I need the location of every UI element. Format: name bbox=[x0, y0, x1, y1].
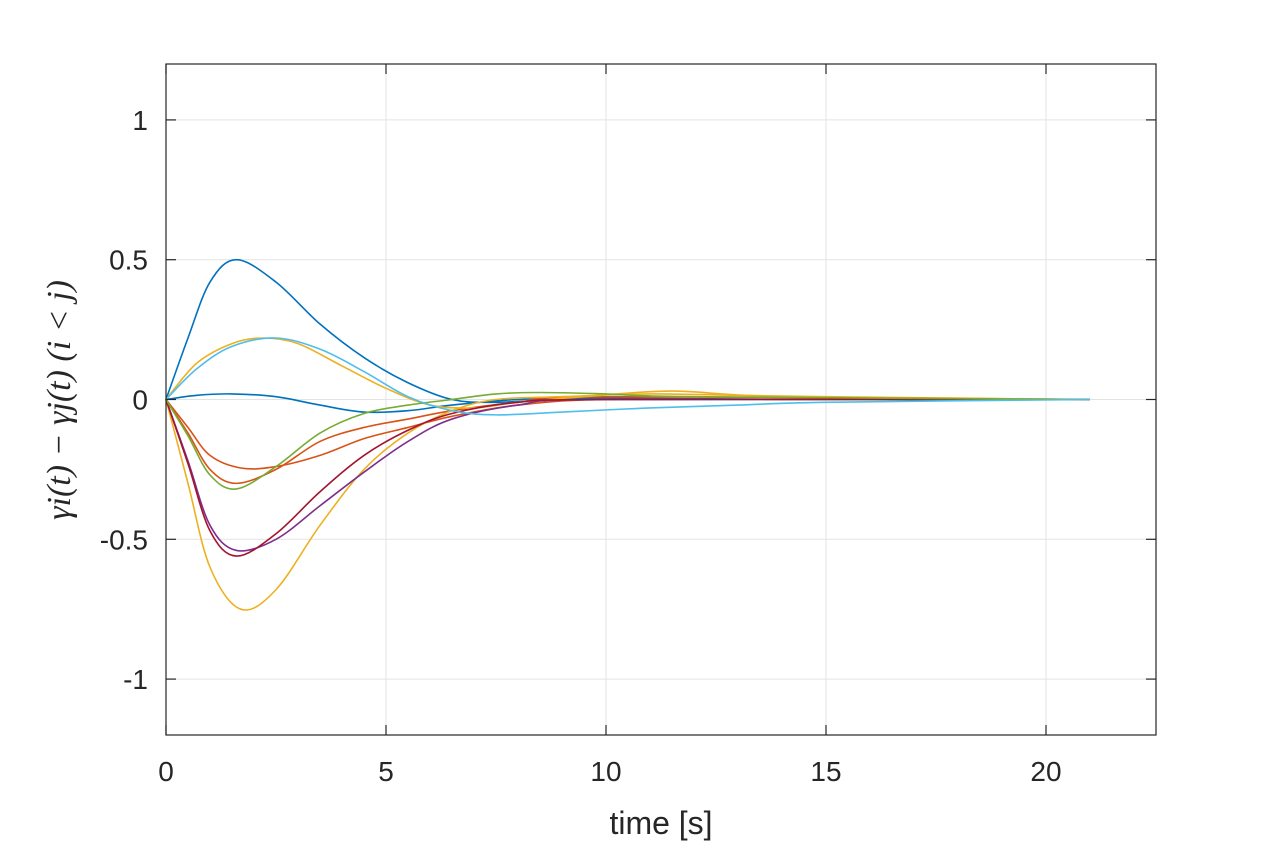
series-line-6 bbox=[165, 337, 1091, 409]
series-line-9 bbox=[165, 391, 1091, 490]
y-tick-label: -0.5 bbox=[100, 524, 148, 555]
y-tick-label: -1 bbox=[123, 664, 148, 695]
series-line-4 bbox=[165, 395, 1091, 485]
x-tick-label: 10 bbox=[590, 756, 621, 787]
y-tick-label: 1 bbox=[132, 105, 148, 136]
series-line-8 bbox=[165, 398, 1091, 557]
y-axis-label: γi(t) − γj(t) (i < j) bbox=[41, 280, 78, 520]
series-line-10 bbox=[165, 337, 1091, 416]
axis-ticks: 0 5 10 15 20 -1 -0.5 0 0.5 1 bbox=[100, 64, 1156, 787]
x-axis-label: time [s] bbox=[609, 805, 712, 841]
x-tick-label: 5 bbox=[378, 756, 394, 787]
series-lines bbox=[165, 258, 1091, 611]
y-tick-label: 0.5 bbox=[109, 245, 148, 276]
x-tick-label: 0 bbox=[158, 756, 174, 787]
y-tick-label: 0 bbox=[132, 385, 148, 416]
x-tick-label: 15 bbox=[810, 756, 841, 787]
x-tick-label: 20 bbox=[1030, 756, 1061, 787]
